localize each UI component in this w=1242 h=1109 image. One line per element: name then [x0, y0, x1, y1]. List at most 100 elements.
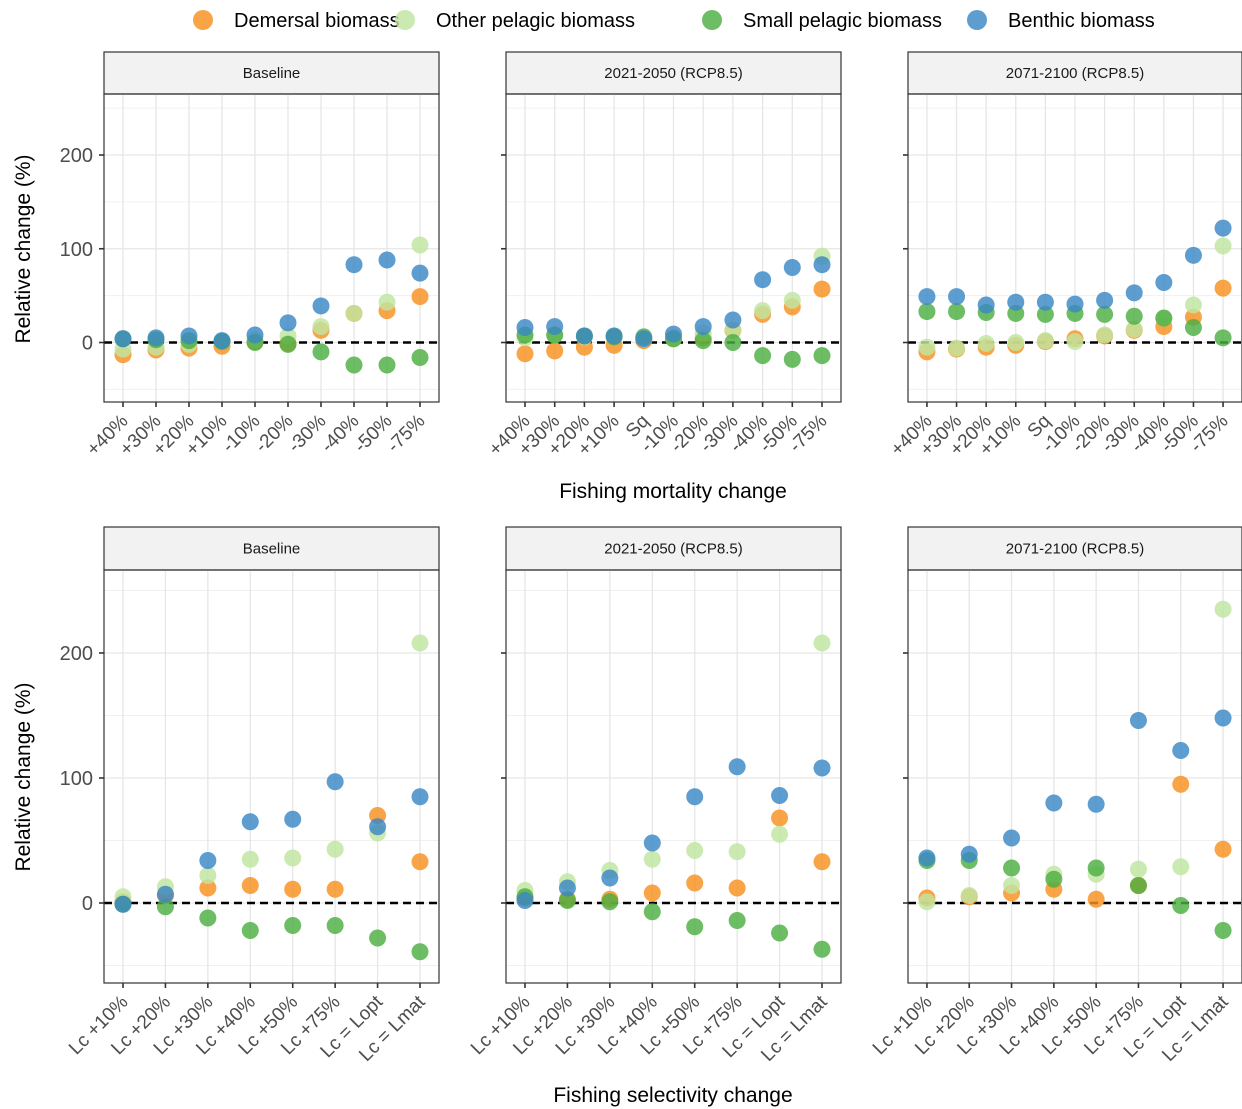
point-other-pelagic-biomass — [326, 840, 344, 858]
panel-1-2: 2021-2050 (RCP8.5)+40%+30%+20%+10%Sq-10%… — [485, 51, 842, 460]
legend-label-0: Demersal biomass — [234, 10, 400, 32]
point-demersal-biomass — [546, 342, 564, 360]
panel-2-3: 2071-2100 (RCP8.5)Lc +10%Lc +20%Lc +30%L… — [869, 526, 1242, 1066]
point-demersal-biomass — [1087, 890, 1105, 908]
point-other-pelagic-biomass — [1214, 237, 1232, 255]
point-small-pelagic-biomass — [948, 303, 966, 321]
x-tick-label: -50% — [350, 411, 396, 457]
point-benthic-biomass — [516, 319, 534, 336]
x-tick-label: -10% — [218, 411, 264, 457]
facet-title: 2071-2100 (RCP8.5) — [1006, 541, 1144, 558]
point-benthic-biomass — [601, 869, 619, 887]
point-small-pelagic-biomass — [1045, 870, 1063, 888]
point-benthic-biomass — [1096, 291, 1114, 309]
point-demersal-biomass — [643, 884, 661, 902]
point-benthic-biomass — [1184, 246, 1202, 264]
point-other-pelagic-biomass — [1007, 334, 1025, 351]
legend-label-1: Other pelagic biomass — [436, 10, 635, 32]
point-benthic-biomass — [411, 788, 429, 806]
gridlines — [908, 570, 1242, 983]
point-demersal-biomass — [771, 809, 789, 827]
point-other-pelagic-biomass — [378, 293, 396, 311]
point-small-pelagic-biomass — [411, 943, 429, 961]
y-tick-label: 100 — [60, 239, 93, 261]
point-small-pelagic-biomass — [1125, 307, 1143, 325]
points — [918, 219, 1232, 361]
point-other-pelagic-biomass — [1184, 296, 1202, 314]
point-benthic-biomass — [948, 288, 966, 306]
panel-border — [907, 569, 1242, 984]
point-small-pelagic-biomass — [284, 917, 302, 934]
point-small-pelagic-biomass — [771, 924, 789, 942]
point-other-pelagic-biomass — [1172, 858, 1190, 876]
point-other-pelagic-biomass — [1066, 333, 1084, 351]
facet-strip — [907, 526, 1242, 571]
legend-key-2 — [702, 10, 722, 30]
point-other-pelagic-biomass — [411, 634, 429, 652]
point-demersal-biomass — [1214, 279, 1232, 297]
point-benthic-biomass — [213, 332, 231, 350]
facet-strip — [505, 51, 842, 95]
point-small-pelagic-biomass — [1087, 859, 1105, 877]
facet-panels: Baseline0100200+40%+30%+20%+10%-10%-20%-… — [60, 51, 1242, 1066]
point-other-pelagic-biomass — [754, 302, 772, 320]
point-demersal-biomass — [199, 879, 217, 897]
point-other-pelagic-biomass — [411, 236, 429, 254]
point-small-pelagic-biomass — [601, 893, 619, 911]
point-small-pelagic-biomass — [326, 917, 344, 934]
point-other-pelagic-biomass — [813, 634, 831, 652]
panel-border — [103, 569, 440, 984]
point-small-pelagic-biomass — [156, 898, 174, 916]
facet-strip — [103, 526, 440, 571]
point-small-pelagic-biomass — [378, 356, 396, 374]
panel-border — [505, 569, 842, 984]
point-other-pelagic-biomass — [948, 339, 966, 357]
facet-title: 2021-2050 (RCP8.5) — [604, 65, 742, 82]
point-other-pelagic-biomass — [643, 850, 661, 868]
points — [114, 236, 429, 374]
point-other-pelagic-biomass — [1036, 332, 1054, 350]
point-small-pelagic-biomass — [241, 922, 259, 939]
point-benthic-biomass — [411, 264, 429, 282]
row2-y-axis-title: Relative change (%) — [12, 682, 35, 871]
panel-1-3: 2071-2100 (RCP8.5)+40%+30%+20%+10%Sq-10%… — [887, 51, 1242, 460]
point-demersal-biomass — [411, 288, 429, 306]
facet-strip — [907, 51, 1242, 95]
point-benthic-biomass — [783, 259, 801, 276]
point-benthic-biomass — [1214, 219, 1232, 237]
point-other-pelagic-biomass — [771, 825, 789, 843]
point-benthic-biomass — [1036, 293, 1054, 311]
point-small-pelagic-biomass — [694, 332, 712, 350]
point-benthic-biomass — [1066, 295, 1084, 313]
row2-x-axis-title: Fishing selectivity change — [553, 1084, 792, 1107]
legend-key-0 — [193, 10, 213, 30]
point-demersal-biomass — [728, 879, 746, 897]
gridlines — [104, 570, 439, 983]
point-benthic-biomass — [378, 251, 396, 269]
point-other-pelagic-biomass — [345, 304, 363, 322]
gridlines — [506, 570, 841, 983]
point-benthic-biomass — [284, 810, 302, 828]
points — [516, 634, 831, 958]
point-small-pelagic-biomass — [1155, 309, 1173, 327]
point-benthic-biomass — [813, 759, 831, 777]
point-small-pelagic-biomass — [813, 940, 831, 958]
point-small-pelagic-biomass — [345, 356, 363, 374]
facet-title: Baseline — [243, 541, 301, 558]
point-demersal-biomass — [1172, 775, 1190, 793]
point-other-pelagic-biomass — [312, 318, 330, 336]
point-small-pelagic-biomass — [1096, 305, 1114, 323]
x-tick-label: -75% — [383, 411, 429, 457]
point-benthic-biomass — [728, 758, 746, 776]
point-benthic-biomass — [1125, 284, 1143, 302]
point-benthic-biomass — [960, 845, 978, 863]
point-small-pelagic-biomass — [312, 343, 330, 361]
point-other-pelagic-biomass — [1096, 326, 1114, 344]
facet-title: 2071-2100 (RCP8.5) — [1006, 65, 1144, 82]
point-benthic-biomass — [199, 852, 217, 869]
point-benthic-biomass — [686, 788, 704, 806]
point-other-pelagic-biomass — [728, 843, 746, 861]
point-other-pelagic-biomass — [960, 887, 978, 904]
points — [114, 634, 429, 961]
